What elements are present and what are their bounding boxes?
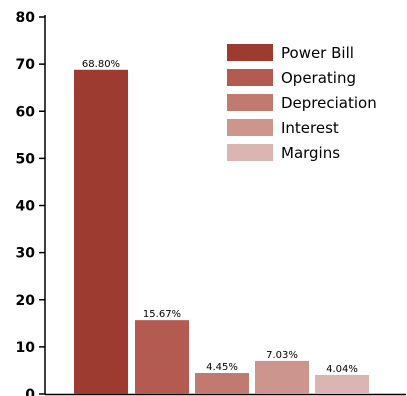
bar-power-bill xyxy=(74,70,128,394)
legend-label: Operating xyxy=(281,69,356,87)
y-tick-label: 50 xyxy=(16,151,36,167)
legend-label: Interest xyxy=(281,119,339,137)
bar-data-label: 68.80% xyxy=(82,59,120,70)
y-tick-label: 60 xyxy=(16,104,36,120)
y-tick-label: 70 xyxy=(16,57,36,73)
bar-margins xyxy=(315,375,369,394)
y-tick-label: 80 xyxy=(16,10,36,26)
y-tick-label: 30 xyxy=(16,246,36,262)
legend-swatch xyxy=(227,44,273,61)
bar-interest xyxy=(255,361,309,394)
legend-swatch xyxy=(227,69,273,86)
y-tick-label: 40 xyxy=(16,199,36,215)
legend-label: Depreciation xyxy=(281,94,377,112)
legend-swatch xyxy=(227,144,273,161)
bar-depreciation xyxy=(195,373,249,394)
y-tick-label: 10 xyxy=(16,340,36,356)
legend-swatch xyxy=(227,94,273,111)
legend-swatch xyxy=(227,119,273,136)
bar-data-label: 4.04% xyxy=(326,364,358,375)
legend-label: Power Bill xyxy=(281,44,354,62)
legend-label: Margins xyxy=(281,144,340,162)
bar-data-label: 15.67% xyxy=(143,309,181,320)
legend: Power Bill Operating Depreciation Interest M… xyxy=(227,44,377,162)
bar-data-label: 4.45% xyxy=(206,362,238,373)
bar-operating xyxy=(135,320,189,394)
y-tick-label: 20 xyxy=(16,293,36,309)
y-tick-label: 0 xyxy=(25,387,35,396)
bar-data-label: 7.03% xyxy=(266,350,298,361)
